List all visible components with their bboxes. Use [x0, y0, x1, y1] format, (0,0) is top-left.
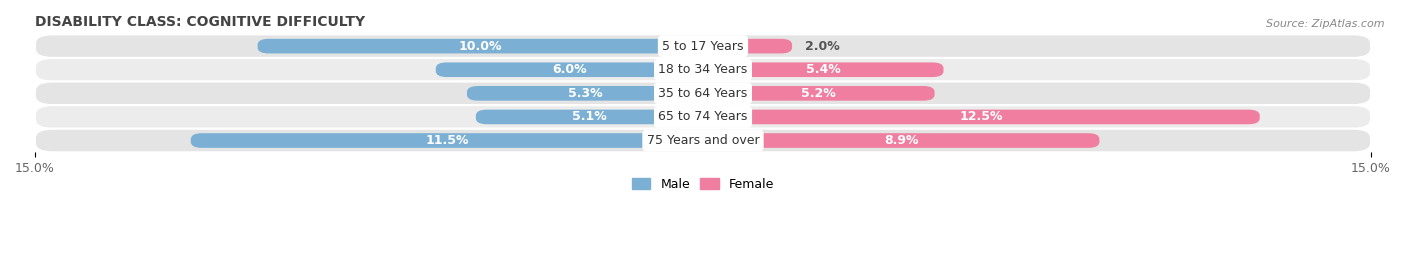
FancyBboxPatch shape — [436, 62, 703, 77]
Text: 5 to 17 Years: 5 to 17 Years — [662, 40, 744, 53]
Text: 6.0%: 6.0% — [553, 63, 586, 76]
FancyBboxPatch shape — [703, 62, 943, 77]
Text: 11.5%: 11.5% — [425, 134, 468, 147]
FancyBboxPatch shape — [35, 105, 1371, 129]
FancyBboxPatch shape — [475, 110, 703, 124]
FancyBboxPatch shape — [703, 86, 935, 101]
Legend: Male, Female: Male, Female — [627, 173, 779, 196]
FancyBboxPatch shape — [35, 58, 1371, 82]
Text: 8.9%: 8.9% — [884, 134, 918, 147]
FancyBboxPatch shape — [467, 86, 703, 101]
FancyBboxPatch shape — [703, 133, 1099, 148]
FancyBboxPatch shape — [191, 133, 703, 148]
FancyBboxPatch shape — [257, 39, 703, 53]
Text: 10.0%: 10.0% — [458, 40, 502, 53]
Text: DISABILITY CLASS: COGNITIVE DIFFICULTY: DISABILITY CLASS: COGNITIVE DIFFICULTY — [35, 15, 366, 29]
FancyBboxPatch shape — [703, 39, 792, 53]
Text: 65 to 74 Years: 65 to 74 Years — [658, 110, 748, 123]
Text: 5.4%: 5.4% — [806, 63, 841, 76]
FancyBboxPatch shape — [35, 34, 1371, 58]
FancyBboxPatch shape — [703, 110, 1260, 124]
Text: 5.1%: 5.1% — [572, 110, 607, 123]
Text: 18 to 34 Years: 18 to 34 Years — [658, 63, 748, 76]
Text: 5.2%: 5.2% — [801, 87, 837, 100]
Text: 75 Years and over: 75 Years and over — [647, 134, 759, 147]
Text: 2.0%: 2.0% — [806, 40, 841, 53]
Text: 35 to 64 Years: 35 to 64 Years — [658, 87, 748, 100]
FancyBboxPatch shape — [35, 129, 1371, 152]
FancyBboxPatch shape — [35, 82, 1371, 105]
Text: 5.3%: 5.3% — [568, 87, 602, 100]
Text: Source: ZipAtlas.com: Source: ZipAtlas.com — [1267, 19, 1385, 29]
Text: 12.5%: 12.5% — [960, 110, 1002, 123]
